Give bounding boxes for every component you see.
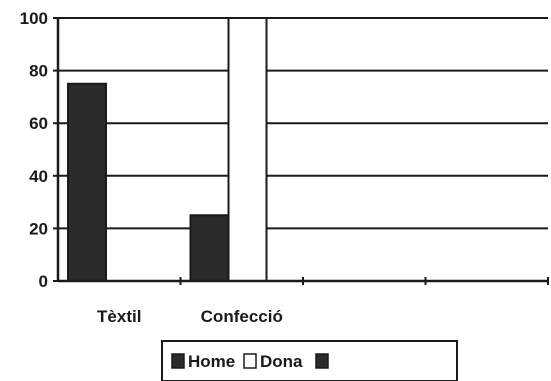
- bar-home-1: [189, 214, 230, 282]
- legend-swatch: [315, 353, 329, 369]
- legend-label: Home: [188, 352, 235, 371]
- y-tick-label: 60: [29, 114, 48, 133]
- axes: [56, 18, 549, 285]
- x-axis-categories: Tèxtil Confecció: [97, 307, 283, 326]
- legend-swatch: [171, 353, 185, 369]
- legend-swatch: [243, 353, 257, 369]
- legend: Home Dona: [161, 340, 458, 381]
- y-axis-ticks: 0 20 40 60 80 100: [20, 9, 58, 291]
- bars: [67, 17, 268, 282]
- y-tick-label: 0: [39, 272, 48, 291]
- legend-label: Dona: [260, 352, 303, 371]
- legend-box: [161, 340, 458, 381]
- gridlines: [58, 17, 548, 230]
- y-tick-label: 100: [20, 9, 48, 28]
- x-category-label: Tèxtil: [97, 307, 141, 326]
- y-tick-label: 20: [29, 219, 48, 238]
- y-tick-label: 80: [29, 62, 48, 81]
- bar-home-0: [67, 82, 107, 282]
- bar-dona-1: [227, 17, 268, 282]
- x-category-label: Confecció: [201, 307, 283, 326]
- y-tick-label: 40: [29, 167, 48, 186]
